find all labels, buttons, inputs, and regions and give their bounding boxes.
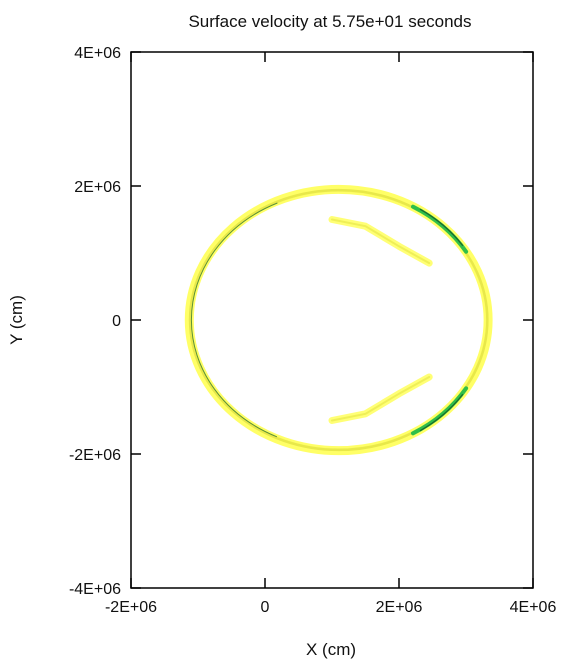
contour-inner-streak-2 bbox=[328, 373, 433, 424]
contour-inner-streak-1 bbox=[328, 216, 433, 267]
contour-green-arc-2 bbox=[411, 386, 469, 436]
y-tick-label-4: 4E+06 bbox=[74, 45, 121, 62]
contour-dark-arc-2 bbox=[419, 393, 464, 432]
contour-green-arc-1 bbox=[411, 204, 469, 254]
x-axis-label: X (cm) bbox=[306, 640, 356, 659]
contour-dark-arc-1 bbox=[419, 208, 464, 247]
contour-inner-streak-core-2 bbox=[331, 376, 431, 422]
y-tick-label-1: -2E+06 bbox=[69, 447, 121, 464]
x-tick-label-2: 2E+06 bbox=[376, 599, 423, 616]
contour-inner-streak-core-1 bbox=[331, 218, 431, 265]
y-tick-label-2: 0 bbox=[112, 313, 121, 330]
x-tick-label-0: -2E+06 bbox=[105, 599, 157, 616]
y-axis-label: Y (cm) bbox=[7, 295, 26, 345]
contour-left-edge bbox=[190, 202, 278, 438]
y-tick-label-3: 2E+06 bbox=[74, 179, 121, 196]
chart-title: Surface velocity at 5.75e+01 seconds bbox=[188, 12, 471, 31]
y-tick-label-0: -4E+06 bbox=[69, 581, 121, 598]
plot-area bbox=[184, 184, 493, 456]
x-tick-label-3: 4E+06 bbox=[510, 599, 557, 616]
contour-ring-inner-band bbox=[191, 191, 487, 449]
contour-ring-mid-band bbox=[188, 188, 489, 452]
x-tick-label-1: 0 bbox=[261, 599, 270, 616]
